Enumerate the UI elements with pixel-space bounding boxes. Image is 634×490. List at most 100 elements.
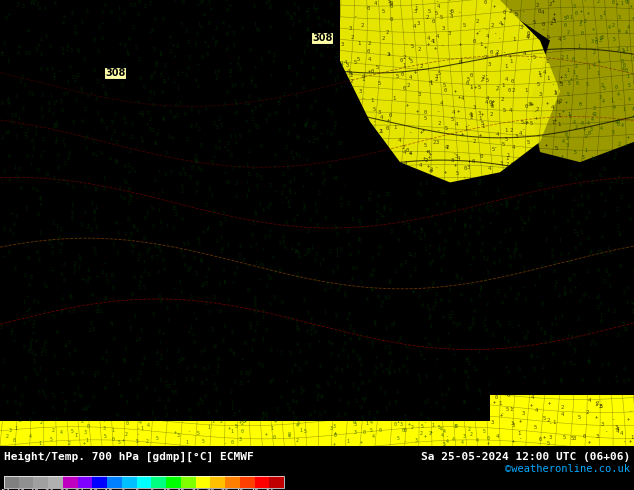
Text: 4: 4 <box>501 301 503 306</box>
Text: -: - <box>70 146 74 150</box>
Text: 0: 0 <box>289 317 292 322</box>
Text: -: - <box>323 283 326 288</box>
Text: 4: 4 <box>541 10 544 15</box>
Text: 3: 3 <box>478 294 481 298</box>
Text: +: + <box>583 126 586 131</box>
Text: 4: 4 <box>558 37 561 42</box>
Text: 2: 2 <box>4 130 8 135</box>
Text: 2: 2 <box>37 257 40 262</box>
Text: -12: -12 <box>101 489 113 490</box>
Text: 5: 5 <box>569 114 572 119</box>
Text: 0: 0 <box>489 100 492 105</box>
Text: 4: 4 <box>195 159 198 164</box>
Text: 0: 0 <box>332 270 335 275</box>
Text: +: + <box>526 119 529 124</box>
Text: 3: 3 <box>601 422 604 427</box>
Text: 0: 0 <box>444 239 447 244</box>
Text: 5: 5 <box>250 77 254 82</box>
Text: 4: 4 <box>222 21 224 25</box>
Text: 3: 3 <box>580 230 583 235</box>
Text: 1: 1 <box>254 211 256 216</box>
Text: 3: 3 <box>613 152 616 157</box>
Text: 5: 5 <box>249 322 252 327</box>
Text: -: - <box>75 431 78 436</box>
Text: 3: 3 <box>463 224 465 229</box>
Text: 2: 2 <box>254 295 257 300</box>
Text: 2: 2 <box>77 255 81 260</box>
Text: 0: 0 <box>33 299 36 304</box>
Text: 2: 2 <box>15 94 18 98</box>
Text: -: - <box>452 151 455 156</box>
Text: +: + <box>251 107 254 112</box>
Text: 0: 0 <box>489 50 493 55</box>
Text: 4: 4 <box>592 112 595 117</box>
Text: 4: 4 <box>534 172 537 176</box>
Text: 3: 3 <box>335 75 338 80</box>
Text: +: + <box>55 416 58 420</box>
Text: 5: 5 <box>23 83 27 88</box>
Text: 5: 5 <box>37 212 39 217</box>
Text: -: - <box>500 412 503 416</box>
Text: 5: 5 <box>52 406 55 411</box>
Text: 2: 2 <box>318 364 321 368</box>
Text: 4: 4 <box>361 126 364 131</box>
Text: 3: 3 <box>217 117 221 122</box>
Text: 2: 2 <box>584 292 587 297</box>
Text: 3: 3 <box>597 250 599 255</box>
Text: 5: 5 <box>555 146 558 151</box>
Text: 2: 2 <box>37 6 41 11</box>
Text: +: + <box>247 263 250 268</box>
Text: +: + <box>312 140 314 145</box>
Text: +: + <box>322 256 325 261</box>
Text: 0: 0 <box>328 69 331 74</box>
Text: 0: 0 <box>268 201 271 207</box>
Text: 2: 2 <box>561 55 564 60</box>
Text: -: - <box>429 287 432 292</box>
Text: 5: 5 <box>443 406 446 411</box>
Text: 3: 3 <box>261 263 263 268</box>
Text: 0: 0 <box>611 0 614 5</box>
Text: 4: 4 <box>109 137 112 142</box>
Text: 0: 0 <box>274 111 277 116</box>
Text: -: - <box>560 369 563 374</box>
Text: 5: 5 <box>202 440 205 444</box>
Text: 5: 5 <box>521 120 524 124</box>
Text: +: + <box>30 0 33 5</box>
Text: 4: 4 <box>139 275 143 280</box>
Text: 1: 1 <box>453 218 456 223</box>
Text: 3: 3 <box>294 72 297 77</box>
Text: 1: 1 <box>510 59 513 65</box>
Text: 4: 4 <box>484 100 488 105</box>
Text: 2: 2 <box>529 207 532 212</box>
Text: 2: 2 <box>410 425 413 430</box>
Text: 1: 1 <box>157 208 160 213</box>
Text: 1: 1 <box>230 429 233 434</box>
Text: 5: 5 <box>292 155 295 161</box>
Text: 5: 5 <box>248 172 250 177</box>
Text: +: + <box>273 163 276 168</box>
Text: 5: 5 <box>586 82 589 87</box>
Text: 0: 0 <box>400 58 403 63</box>
Text: 3: 3 <box>315 252 318 257</box>
Text: +: + <box>39 201 42 206</box>
Text: 5: 5 <box>450 117 453 122</box>
Text: 0: 0 <box>624 326 628 332</box>
Text: 0: 0 <box>551 254 553 259</box>
Text: 4: 4 <box>121 66 124 71</box>
Text: 0: 0 <box>319 53 322 58</box>
Text: 4: 4 <box>188 330 191 335</box>
Text: -: - <box>145 161 148 167</box>
Text: 5: 5 <box>389 208 392 213</box>
Text: 1: 1 <box>55 137 58 142</box>
Text: -: - <box>583 92 586 97</box>
Text: 1: 1 <box>415 5 418 11</box>
Text: 0: 0 <box>413 229 415 235</box>
Text: 5: 5 <box>195 154 198 159</box>
Text: 5: 5 <box>147 111 150 116</box>
Text: 2: 2 <box>138 252 140 257</box>
Text: 5: 5 <box>574 150 577 155</box>
Text: -: - <box>249 21 252 25</box>
Text: 1: 1 <box>94 205 98 210</box>
Text: -: - <box>403 390 406 394</box>
Text: 2: 2 <box>388 365 391 370</box>
